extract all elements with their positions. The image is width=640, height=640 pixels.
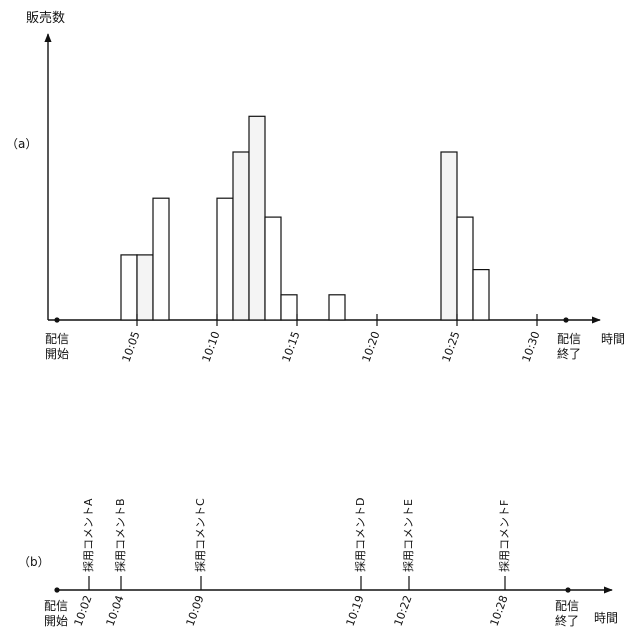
timeline-events: 採用コメントA 10:02 採用コメントB 10:04 採用コメントC 10:09 採用コメ… (72, 498, 511, 628)
event-label-2: 採用コメントB (113, 498, 127, 572)
event-label-4: 採用コメントD (353, 498, 367, 572)
bar-5 (233, 152, 249, 320)
start-label-line-1: 配信 (45, 332, 69, 346)
bar-4 (217, 198, 233, 320)
start-label-line-2: 開始 (45, 347, 69, 361)
x-tick-label-6: 10:30 (520, 330, 543, 364)
event-time-1: 10:02 (72, 594, 95, 628)
x-tick-label-3: 10:15 (280, 330, 303, 364)
bar-8 (281, 295, 297, 320)
x-ticks: 10:05 10:10 10:15 10:20 10:25 10:30 (120, 314, 543, 364)
bar-11 (457, 217, 473, 320)
bar-10 (441, 152, 457, 320)
panel-b: （b） 採用コメントA 10:02 採用コメントB 10:04 採用コメントC 10:09… (18, 498, 618, 628)
timeline-start-label-line-1: 配信 (44, 599, 68, 613)
timeline-end-label-line-1: 配信 (555, 599, 579, 613)
event-label-1: 採用コメントA (81, 498, 95, 572)
bar-2 (137, 255, 153, 320)
x-tick-label-5: 10:25 (440, 330, 463, 364)
end-label-line-1: 配信 (557, 332, 581, 346)
bar-9 (329, 295, 345, 320)
timeline-x-axis-label: 時間 (594, 611, 618, 625)
panel-a-label: （a） (6, 137, 37, 151)
event-time-4: 10:19 (344, 594, 367, 628)
panel-a: （a） 販売数 10:05 10:10 10:15 10:20 10:25 10:30 配… (6, 10, 625, 364)
event-time-2: 10:04 (104, 594, 127, 628)
timeline-start-marker (54, 587, 59, 592)
bar-3 (153, 198, 169, 320)
event-label-3: 採用コメントC (193, 498, 207, 572)
event-time-6: 10:28 (488, 594, 511, 628)
event-time-5: 10:22 (392, 594, 415, 628)
x-axis-label: 時間 (601, 332, 625, 346)
y-axis-label: 販売数 (26, 10, 65, 26)
x-tick-label-4: 10:20 (360, 330, 383, 364)
x-tick-label-1: 10:05 (120, 330, 143, 364)
timeline-end-label-line-2: 終了 (555, 613, 579, 628)
end-marker (563, 317, 568, 322)
timeline-end-marker (565, 587, 570, 592)
bar-7 (265, 217, 281, 320)
bar-6 (249, 116, 265, 320)
event-label-6: 採用コメントF (497, 500, 511, 572)
end-label-line-2: 終了 (557, 346, 581, 361)
start-marker (54, 317, 59, 322)
bar-12 (473, 270, 489, 320)
timeline-start-label-line-2: 開始 (44, 614, 68, 628)
bars (121, 116, 489, 320)
panel-b-label: （b） (18, 555, 50, 569)
event-label-5: 採用コメントE (401, 499, 415, 572)
bar-1 (121, 255, 137, 320)
x-tick-label-2: 10:10 (200, 330, 223, 364)
event-time-3: 10:09 (184, 594, 207, 628)
